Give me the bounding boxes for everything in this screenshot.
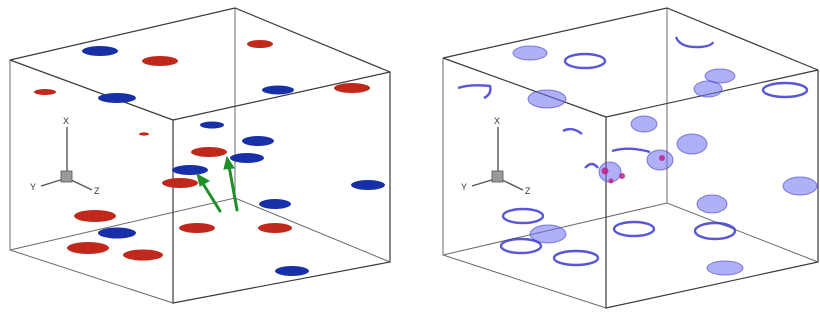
- ring-vortex: [761, 81, 809, 99]
- blue-blob: [230, 153, 264, 163]
- red-blob: [142, 56, 178, 66]
- blue-blob: [98, 227, 136, 239]
- right-panel: X Y Z: [442, 7, 819, 309]
- right-box-back-edges: [442, 8, 819, 309]
- ring-vortex: [501, 207, 545, 225]
- blue-blob: [351, 180, 385, 190]
- right-cores: [601, 155, 665, 184]
- red-blob: [247, 40, 273, 48]
- red-blob: [123, 249, 163, 261]
- axis-label-x: X: [63, 116, 69, 126]
- ring-vortex: [563, 52, 607, 70]
- green-arrow: [200, 180, 222, 213]
- axis-label-z: Z: [94, 186, 100, 196]
- red-blob: [258, 223, 292, 233]
- green-arrow-head: [223, 155, 235, 170]
- left-panel: X Y Z: [9, 7, 391, 304]
- blue-vortex-blob: [704, 68, 736, 84]
- blue-vortex-blob: [529, 224, 567, 244]
- blue-blob: [82, 46, 118, 56]
- blue-blob: [275, 266, 309, 276]
- vortex-core: [601, 167, 609, 175]
- blue-blob: [172, 165, 208, 175]
- axis-label-x: X: [494, 116, 500, 126]
- left-box-front-edges: [9, 7, 391, 304]
- ring-vortex-arc: [584, 162, 599, 169]
- blue-vortex-blob: [512, 45, 548, 61]
- blue-blob: [98, 93, 136, 103]
- ring-vortex-arc: [457, 84, 492, 100]
- left-arrows: [196, 155, 239, 213]
- red-blob: [34, 89, 56, 95]
- ring-vortex-arc: [562, 127, 583, 135]
- blue-vortex-blob: [676, 133, 708, 155]
- blue-vortex-blob: [693, 80, 723, 98]
- right-blobs: [512, 45, 818, 276]
- red-blob: [191, 147, 227, 157]
- right-box-front-edges: [442, 7, 819, 309]
- axis-label-y: Y: [461, 182, 467, 192]
- ring-vortex-arc: [674, 36, 715, 49]
- axis-label-y: Y: [30, 182, 36, 192]
- blue-blob: [262, 85, 294, 95]
- right-rings: [457, 36, 809, 267]
- ring-vortex: [612, 220, 656, 238]
- ring-vortex: [499, 237, 543, 255]
- red-blob: [139, 132, 149, 136]
- green-arrow-head: [196, 172, 211, 187]
- vortex-core: [608, 178, 614, 184]
- red-blob: [162, 178, 198, 188]
- vortex-core: [619, 173, 625, 179]
- blue-vortex-blob: [630, 115, 658, 133]
- blue-vortex-blob: [696, 194, 728, 214]
- right-box: [442, 7, 819, 309]
- red-blob: [74, 210, 116, 222]
- left-box: [9, 7, 391, 304]
- blue-blob: [200, 121, 224, 129]
- green-arrow: [227, 164, 239, 212]
- red-blob: [334, 83, 370, 93]
- axis-label-z: Z: [525, 186, 531, 196]
- blue-vortex-blob: [527, 89, 567, 109]
- ring-vortex: [693, 221, 737, 241]
- blue-blob: [242, 136, 274, 146]
- left-blobs: [34, 40, 385, 276]
- right-axes-triad: X Y Z: [461, 116, 531, 196]
- blue-blob: [259, 199, 291, 209]
- ring-vortex: [552, 249, 600, 267]
- red-blob: [179, 223, 215, 233]
- vortex-core: [659, 155, 665, 161]
- red-blob: [67, 242, 109, 254]
- left-axes-triad: X Y Z: [30, 116, 100, 196]
- blue-vortex-blob: [782, 176, 818, 196]
- blue-vortex-blob: [706, 260, 744, 276]
- ring-vortex-arc: [611, 147, 651, 154]
